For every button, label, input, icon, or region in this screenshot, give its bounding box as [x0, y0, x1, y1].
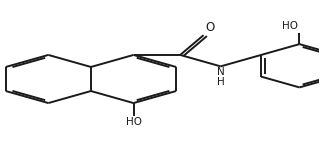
Text: O: O: [205, 21, 214, 34]
Text: H: H: [217, 77, 225, 87]
Text: N: N: [217, 67, 225, 77]
Text: HO: HO: [125, 117, 141, 127]
Text: HO: HO: [282, 21, 298, 31]
